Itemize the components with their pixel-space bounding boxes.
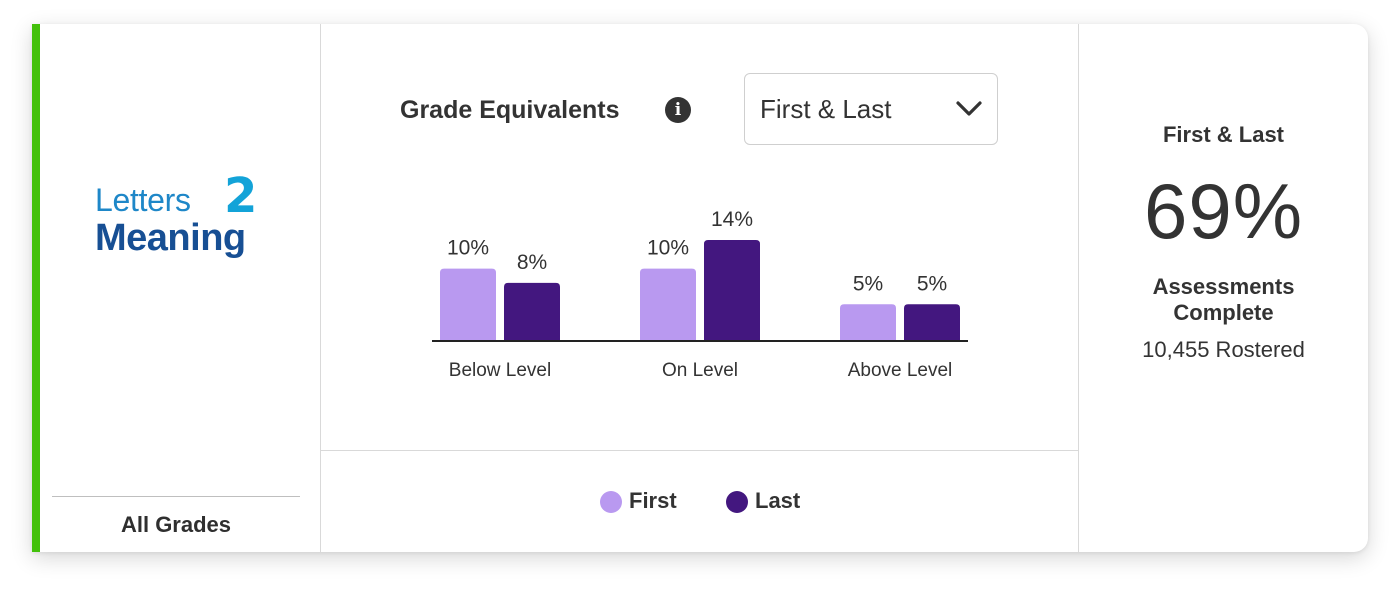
bar-last-3	[904, 304, 960, 340]
bar-first-2	[640, 268, 696, 340]
dropdown-value: First & Last	[760, 94, 892, 124]
logo-word-meaning: Meaning	[95, 217, 246, 259]
rostered-count: 10,455 Rostered	[1142, 337, 1305, 362]
summary-label-line2: Complete	[1173, 300, 1274, 325]
data-label-first-1: 10%	[447, 237, 489, 260]
data-label-last-2: 14%	[711, 208, 753, 231]
report-card: Letters 2 Meaning All Grades Grade Equiv…	[32, 24, 1368, 552]
logo-number: 2	[224, 168, 258, 224]
divider	[321, 450, 1078, 451]
summary-subtitle: First & Last	[1162, 122, 1285, 147]
legend-label-first: First	[629, 488, 677, 513]
legend-swatch-first	[600, 491, 622, 513]
chart-title: Grade Equivalents	[400, 96, 620, 124]
bar-first-1	[440, 268, 496, 340]
summary-panel: First & Last 69% Assessments Complete 10…	[1079, 24, 1368, 552]
category-label-1: Below Level	[449, 360, 551, 381]
grade-filter-label[interactable]: All Grades	[120, 512, 232, 537]
bar-last-1	[504, 282, 560, 340]
data-label-last-1: 8%	[517, 251, 547, 274]
program-panel: Letters 2 Meaning All Grades	[40, 24, 321, 552]
category-label-3: Above Level	[848, 360, 953, 381]
period-dropdown[interactable]: First & Last	[744, 73, 998, 145]
letters2meaning-logo: Letters 2 Meaning	[95, 170, 270, 269]
data-label-first-2: 10%	[647, 237, 689, 260]
chart-legend: First Last	[321, 486, 1078, 518]
chart-panel: Grade Equivalents i First & Last 10% 8% Be…	[321, 24, 1079, 552]
bar-last-2	[704, 240, 760, 340]
grade-equivalents-chart: 10% 8% Below Level 10% 14% On Level 5% 5% Above …	[432, 208, 968, 381]
bar-first-3	[840, 304, 896, 340]
accent-bar	[32, 24, 40, 552]
summary-label-line1: Assessments	[1152, 274, 1295, 299]
data-label-last-3: 5%	[917, 272, 947, 295]
logo-word-letters: Letters	[95, 182, 191, 218]
info-icon[interactable]: i	[665, 97, 691, 123]
completion-percent: 69%	[1143, 167, 1304, 255]
chevron-down-icon	[956, 101, 982, 116]
divider	[52, 496, 300, 497]
data-label-first-3: 5%	[853, 272, 883, 295]
category-label-2: On Level	[662, 360, 738, 381]
legend-label-last: Last	[755, 488, 801, 513]
legend-swatch-last	[726, 491, 748, 513]
